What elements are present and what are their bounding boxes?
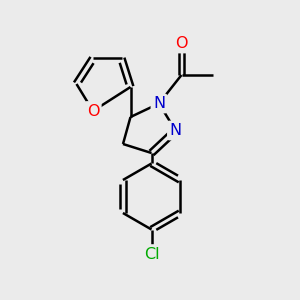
Text: N: N (153, 96, 165, 111)
Text: Cl: Cl (144, 247, 159, 262)
Text: O: O (175, 36, 188, 51)
Text: O: O (87, 103, 99, 118)
Text: N: N (169, 123, 181, 138)
